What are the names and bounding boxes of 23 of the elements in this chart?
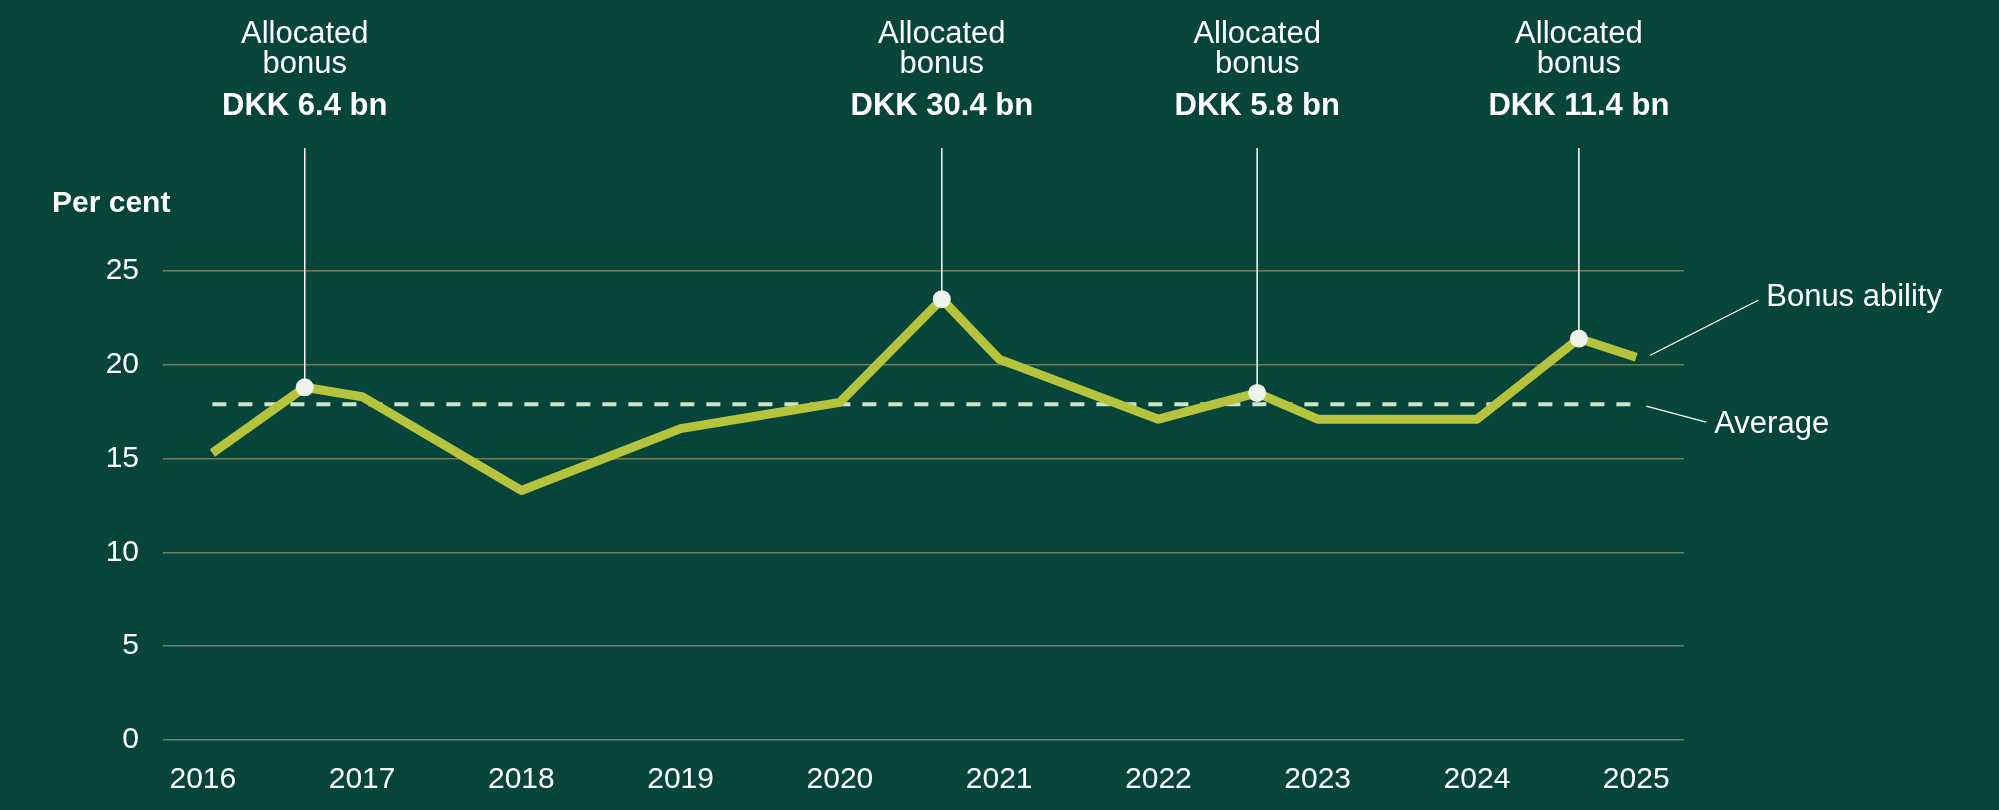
x-tick-label: 2022 <box>1125 761 1192 795</box>
y-tick-label: 20 <box>105 346 139 380</box>
annotation: Allocated bonus DKK 5.8 bn <box>1174 15 1340 122</box>
x-tick-label: 2016 <box>169 761 237 795</box>
x-tick-label: 2024 <box>1443 761 1511 795</box>
x-tick-label: 2019 <box>647 761 714 795</box>
annotation: Allocated bonus DKK 30.4 bn <box>850 15 1034 122</box>
y-axis-title: Per cent <box>52 185 171 218</box>
annotation: Allocated bonus DKK 11.4 bn <box>1488 15 1670 122</box>
x-tick-label: 2025 <box>1602 761 1670 795</box>
y-tick-label: 0 <box>122 721 139 755</box>
x-tick-label: 2018 <box>487 761 555 795</box>
ref-line-label: Average <box>1714 404 1830 440</box>
x-tick-label: 2021 <box>965 761 1033 795</box>
x-tick-label: 2020 <box>806 761 874 795</box>
x-tick-label: 2023 <box>1284 761 1352 795</box>
y-tick-label: 5 <box>122 627 139 661</box>
annotation: Allocated bonus DKK 6.4 bn <box>222 15 388 122</box>
x-tick-label: 2017 <box>328 761 396 795</box>
text: Bonus ability <box>1766 277 1943 313</box>
y-tick-label: 25 <box>105 252 139 286</box>
y-tick-label: 15 <box>105 439 139 473</box>
y-tick-label: 10 <box>105 533 139 567</box>
